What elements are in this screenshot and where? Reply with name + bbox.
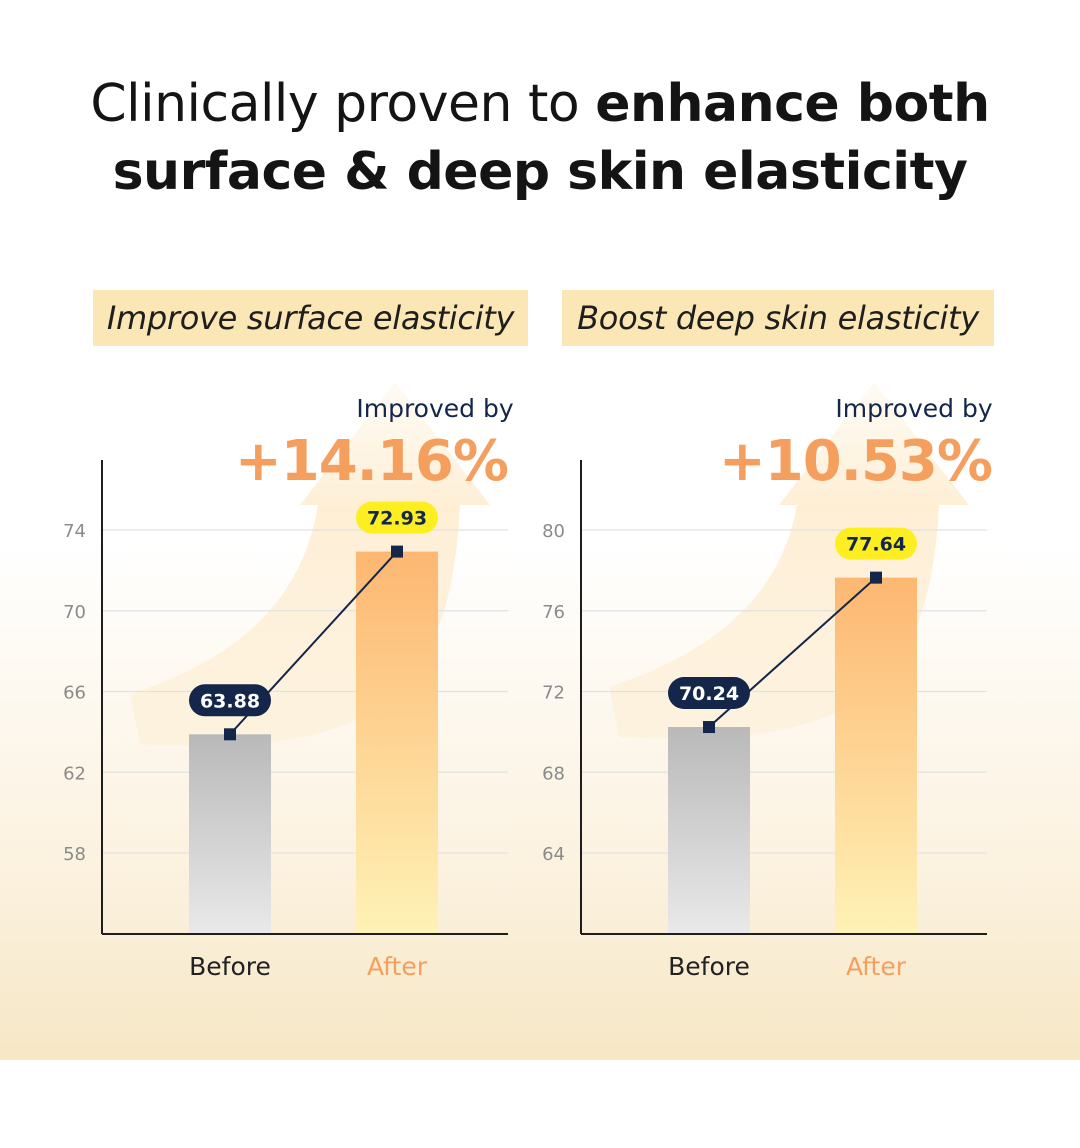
x-category-before: Before bbox=[189, 952, 271, 981]
headline: Clinically proven to enhance both surfac… bbox=[0, 70, 1080, 206]
before-value-badge bbox=[668, 677, 750, 710]
x-category-after: After bbox=[846, 952, 907, 981]
before-value-badge bbox=[189, 684, 271, 717]
before-value-label: 63.88 bbox=[200, 690, 260, 712]
y-tick-label: 66 bbox=[63, 683, 86, 704]
headline-bold-text: enhance both bbox=[595, 74, 990, 134]
y-tick-label: 58 bbox=[63, 844, 86, 865]
bar-before bbox=[668, 727, 750, 934]
before-value-label: 70.24 bbox=[679, 683, 739, 705]
after-value-badge bbox=[835, 527, 917, 560]
headline-line-2: surface & deep skin elasticity bbox=[112, 142, 968, 202]
after-value-badge bbox=[356, 501, 438, 534]
bar-after bbox=[356, 551, 438, 934]
bar-before bbox=[189, 734, 271, 934]
chart-1: 58 62 66 70 74 63.88 72.93 Before After Improved … bbox=[63, 382, 514, 981]
x-category-after: After bbox=[367, 952, 428, 981]
y-tick-label: 68 bbox=[542, 763, 565, 784]
after-value-label: 72.93 bbox=[367, 508, 427, 530]
chart-2: 64 68 72 76 80 70.24 77.64 Before After Improved … bbox=[542, 382, 993, 981]
improved-by-label: Improved by bbox=[356, 394, 513, 423]
data-point-marker bbox=[391, 545, 403, 558]
data-point-marker bbox=[703, 721, 715, 734]
y-tick-label: 74 bbox=[63, 521, 86, 542]
y-tick-label: 62 bbox=[63, 763, 86, 784]
y-tick-label: 80 bbox=[542, 521, 565, 542]
y-tick-label: 64 bbox=[542, 844, 565, 865]
chart-2-title: Boost deep skin elasticity bbox=[562, 290, 994, 346]
improvement-percentage: +10.53% bbox=[719, 429, 992, 494]
bar-after bbox=[835, 577, 917, 934]
after-value-label: 77.64 bbox=[846, 534, 906, 556]
y-tick-label: 72 bbox=[542, 683, 565, 704]
data-point-marker bbox=[870, 571, 882, 584]
x-category-before: Before bbox=[668, 952, 750, 981]
data-point-marker bbox=[224, 728, 236, 741]
y-tick-label: 70 bbox=[63, 602, 86, 623]
headline-regular-text: Clinically proven to bbox=[90, 74, 596, 134]
improvement-percentage: +14.16% bbox=[235, 429, 508, 494]
chart-1-title: Improve surface elasticity bbox=[93, 290, 528, 346]
y-tick-label: 76 bbox=[542, 602, 565, 623]
improved-by-label: Improved by bbox=[835, 394, 992, 423]
headline-line-1: Clinically proven to enhance both bbox=[0, 70, 1080, 138]
